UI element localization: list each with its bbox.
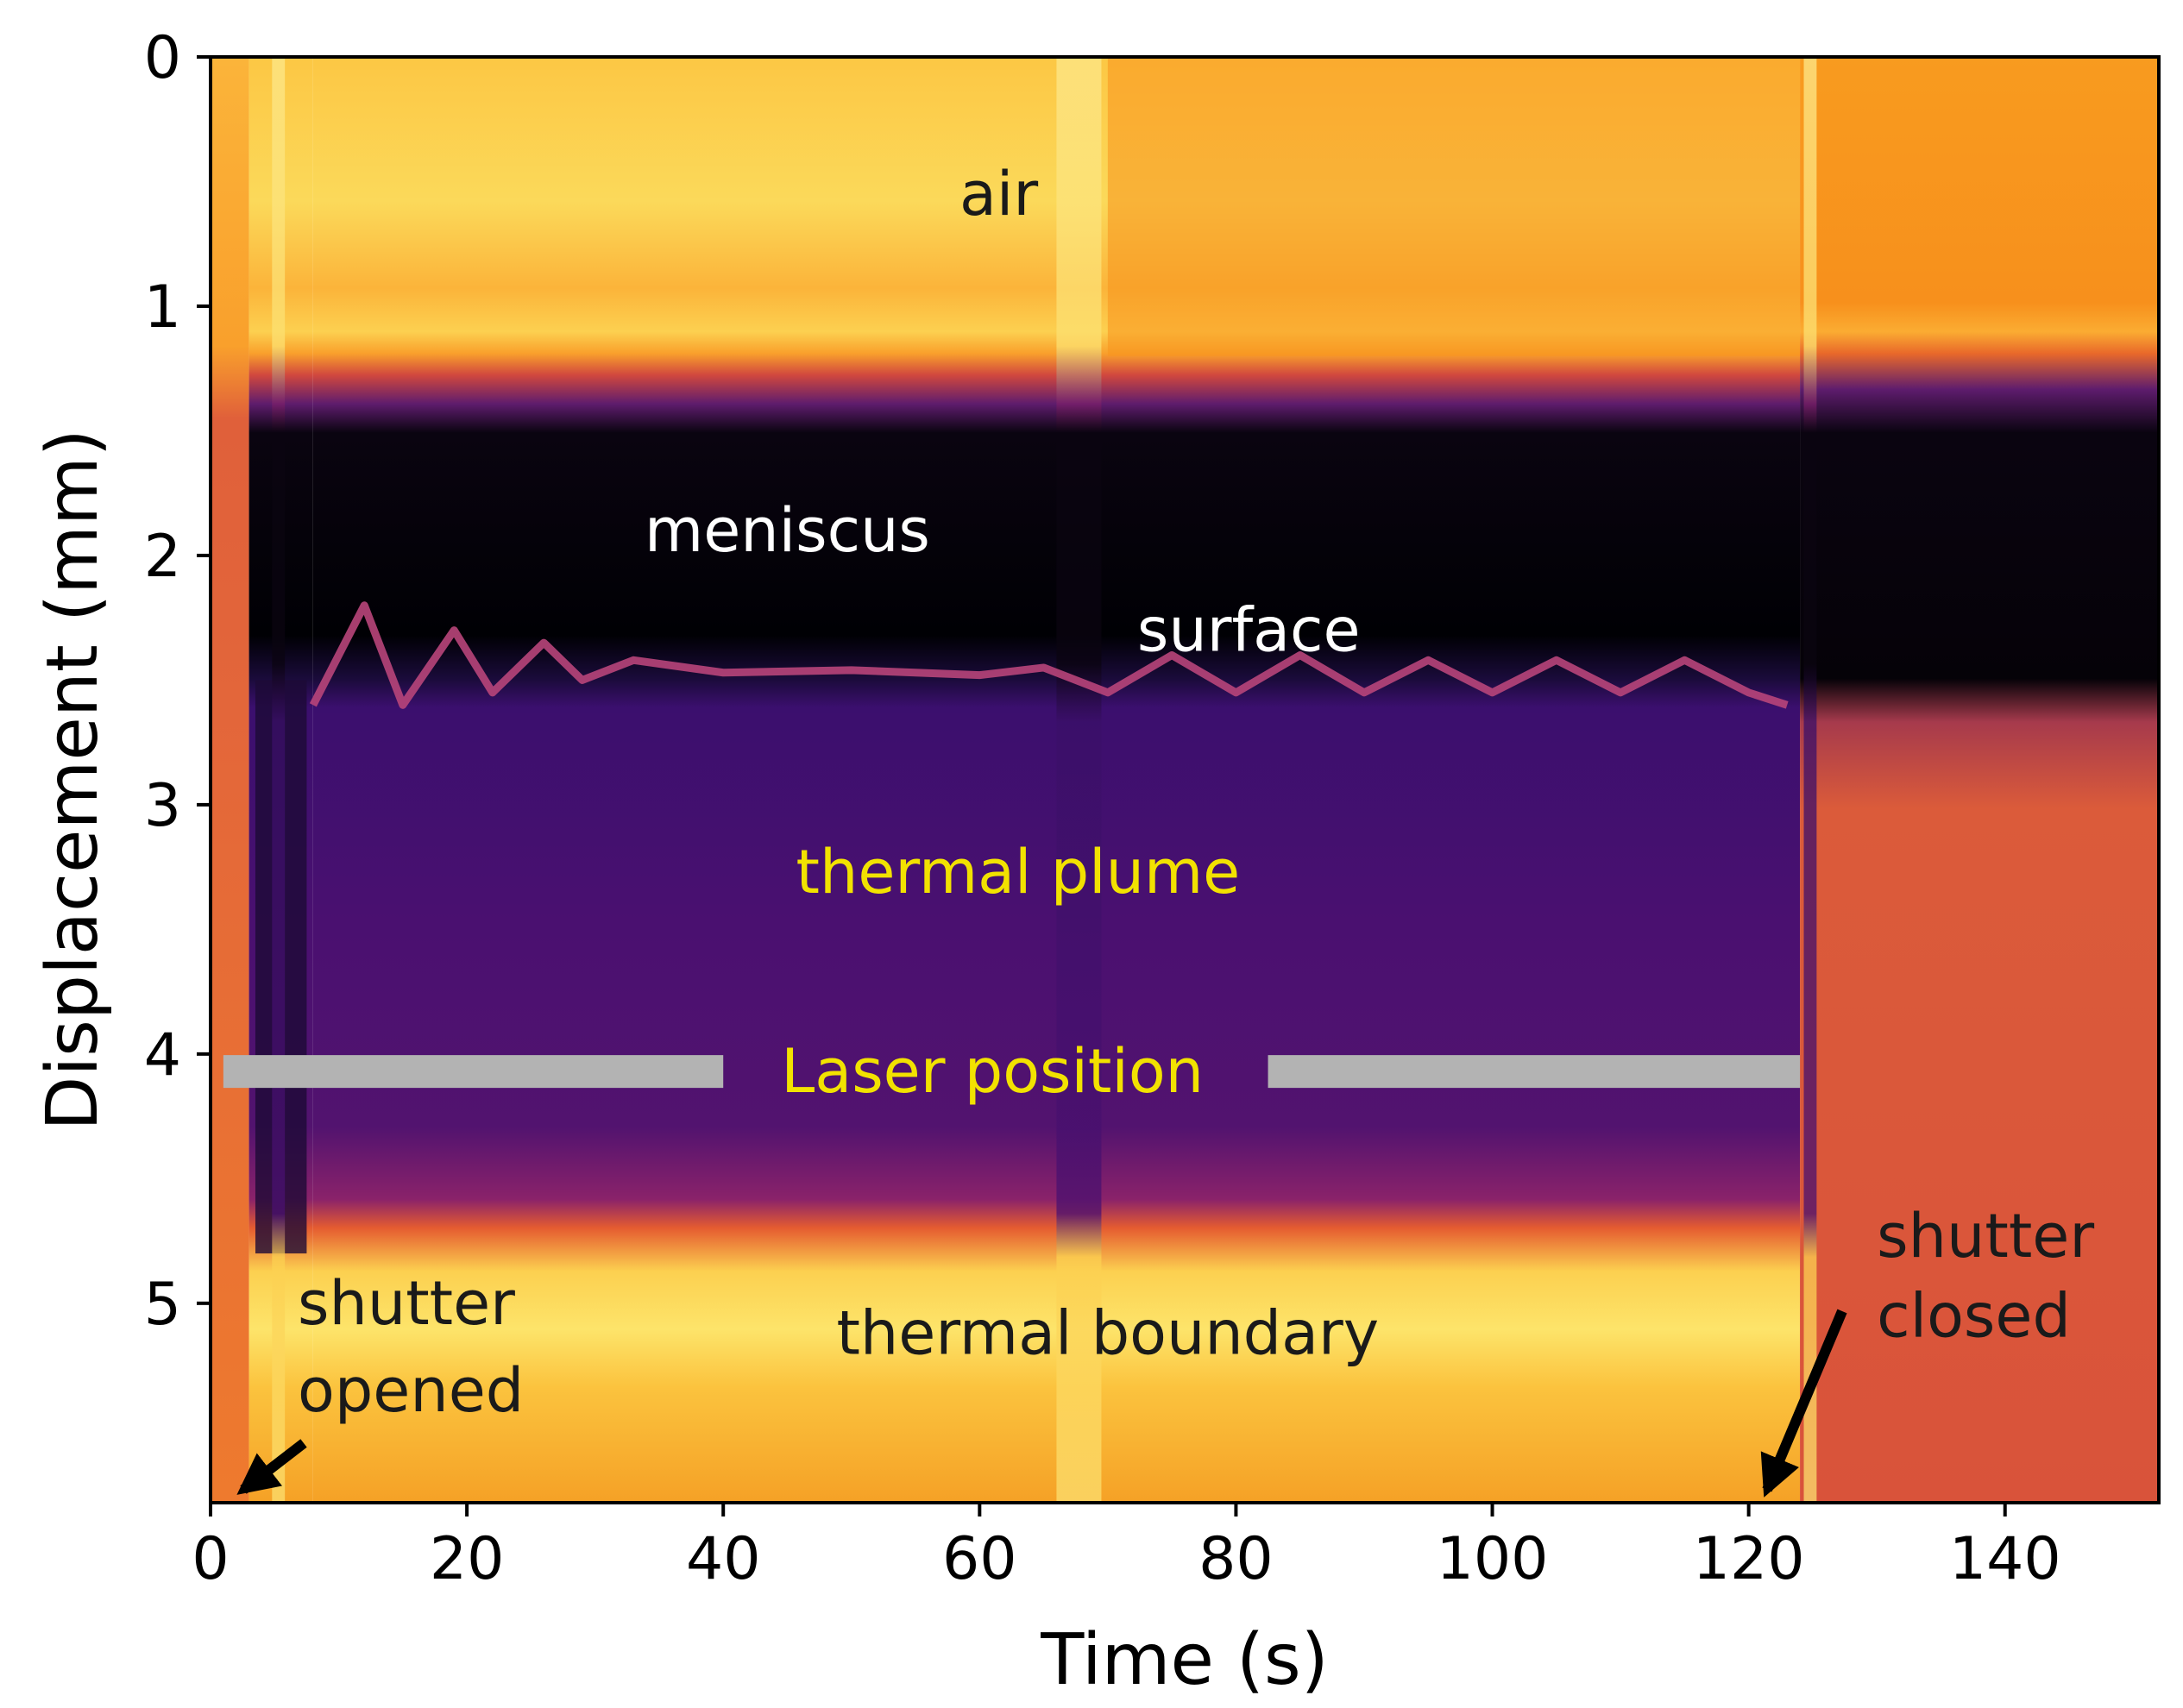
x-tick-label: 120 bbox=[1693, 1525, 1805, 1593]
heatmap-layer bbox=[211, 57, 2159, 1503]
x-tick-label: 140 bbox=[1949, 1525, 2061, 1593]
x-tick-label: 60 bbox=[942, 1525, 1017, 1593]
y-tick-label: 4 bbox=[144, 1021, 181, 1089]
annotation-label: opened bbox=[298, 1355, 524, 1426]
y-axis-ticks: 0 1 2 3 4 5 bbox=[144, 24, 211, 1339]
x-axis-label: Time (s) bbox=[1040, 1619, 1328, 1701]
annotation-label: shutter bbox=[1877, 1201, 2094, 1272]
heatmap-block bbox=[211, 57, 249, 1503]
y-tick-label: 5 bbox=[144, 1271, 181, 1339]
heatmap-block bbox=[1800, 57, 2159, 1503]
annotation-label: thermal boundary bbox=[836, 1298, 1379, 1369]
plot-frame bbox=[209, 55, 2161, 1504]
shutter-closed-arrow bbox=[1760, 1309, 1847, 1498]
annotation-label: thermal plume bbox=[796, 837, 1241, 907]
annotation-label: air bbox=[959, 159, 1038, 229]
annotation-label: Laser position bbox=[781, 1036, 1204, 1107]
annotation-label: closed bbox=[1877, 1280, 2071, 1351]
transient-stripe bbox=[1803, 57, 1817, 1503]
annotation-label: surface bbox=[1137, 595, 1361, 666]
x-tick-label: 20 bbox=[430, 1525, 505, 1593]
air-dim-band bbox=[1107, 57, 1801, 356]
x-tick-label: 100 bbox=[1437, 1525, 1549, 1593]
y-axis-label: Displacement (mm) bbox=[32, 429, 114, 1131]
surface-oscillation-line bbox=[309, 601, 1789, 709]
annotation-label: meniscus bbox=[645, 495, 930, 566]
shutter-opened-arrow bbox=[236, 1439, 307, 1495]
x-tick-label: 40 bbox=[686, 1525, 761, 1593]
y-tick-label: 3 bbox=[144, 772, 181, 840]
y-tick-label: 1 bbox=[144, 273, 181, 342]
x-tick-label: 80 bbox=[1198, 1525, 1274, 1593]
transient-stripe bbox=[1056, 57, 1102, 1503]
y-tick-label: 2 bbox=[144, 523, 181, 591]
y-tick-label: 0 bbox=[144, 24, 181, 92]
transient-stripe bbox=[272, 57, 286, 1503]
x-axis-ticks: 0 20 40 60 80 100 120 140 bbox=[192, 1503, 2061, 1593]
annotations: air meniscus surface thermal plume Laser pos… bbox=[298, 159, 2094, 1426]
x-tick-label: 0 bbox=[192, 1525, 229, 1593]
annotation-label: shutter bbox=[298, 1268, 515, 1339]
